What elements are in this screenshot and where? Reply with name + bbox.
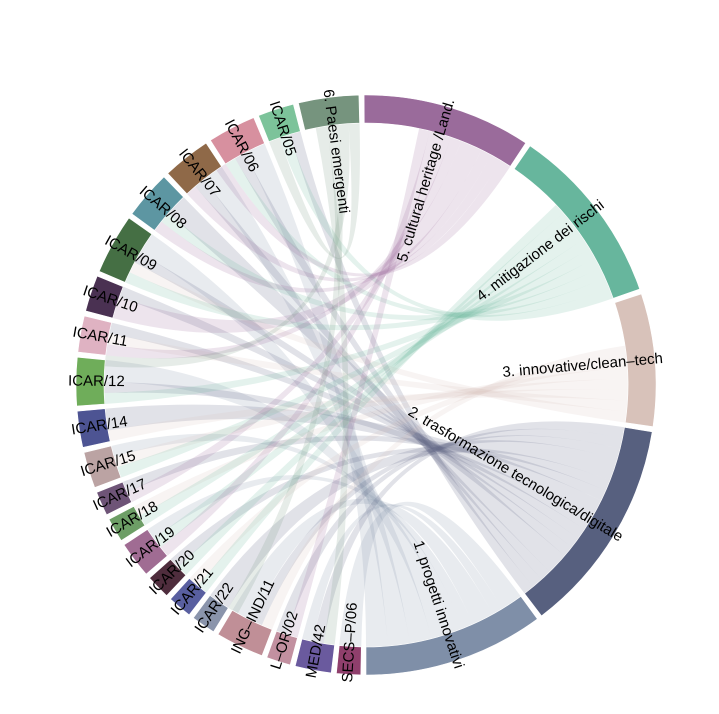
ribbon-48 [286,128,430,638]
ribbon-11 [195,179,550,580]
ribbon-20 [210,440,618,608]
arc-icar-17 [96,481,133,516]
ribbon-52 [315,125,349,646]
ribbon-27 [114,378,628,468]
ribbon-36 [117,239,590,478]
ribbon-5 [147,475,474,629]
ribbon-18 [122,435,606,501]
ribbon-1 [203,166,410,647]
ribbon-37 [139,230,584,526]
arc-l-or-02 [266,630,298,666]
ribbon-13 [134,252,572,556]
arc-4-mitigazione-dei-rischi [513,145,641,299]
arc-icar-09 [98,217,153,283]
ribbon-49 [268,123,360,259]
ribbon-44 [112,140,482,333]
arc-2-trasformazione-tecnologica-digitale [524,426,653,617]
arc-icar-12 [75,356,106,407]
arc-icar-15 [83,445,122,488]
arcs-layer [75,94,657,676]
arc-icar-18 [108,505,146,541]
ribbon-24 [129,262,627,423]
arc-icar-10 [85,275,124,319]
arc-icar-11 [77,315,112,356]
arc-5-cultural-heritage-land [363,94,527,167]
arc-icar-07 [167,142,222,195]
ribbon-8 [339,501,521,647]
ribbon-10 [234,152,542,587]
ribbon-14 [119,286,579,548]
group-label-icar-12: ICAR/12 [68,372,125,390]
ribbon-3 [104,359,453,639]
ribbon-6 [232,498,493,625]
ribbon-38 [153,221,578,548]
arc-6-paesi-emergenti [298,94,360,131]
arc-icar-06 [210,117,265,165]
arc-icar-14 [76,408,111,448]
arc-med-42 [294,638,335,674]
arc-icar-20 [149,558,187,597]
ribbon-26 [108,389,628,442]
arc-icar-19 [123,529,168,575]
ribbon-41 [216,160,511,277]
arc-icar-05 [258,103,301,143]
ribbon-12 [168,197,565,572]
ribbons-layer [104,123,628,647]
arc-icar-22 [192,595,229,633]
group-label-secs-p-06: SECS–P/06 [339,602,361,683]
ribbon-43 [154,149,492,293]
ribbon-25 [107,333,628,412]
arc-ing-ind-11 [217,609,273,657]
ribbon-40 [197,204,564,593]
arc-3-innovative-clean-tech [614,293,657,428]
arc-secs-p-06 [336,645,362,676]
arc-1-progetti-innovativi [365,595,538,676]
ribbon-31 [279,134,614,321]
ribbon-34 [124,258,601,331]
ribbon-17 [105,404,602,521]
ribbon-2 [139,234,432,644]
arc-icar-08 [131,176,184,231]
arc-icar-21 [170,578,207,616]
ribbon-42 [186,154,501,282]
ribbon-39 [178,212,571,576]
ribbon-0 [244,143,389,647]
